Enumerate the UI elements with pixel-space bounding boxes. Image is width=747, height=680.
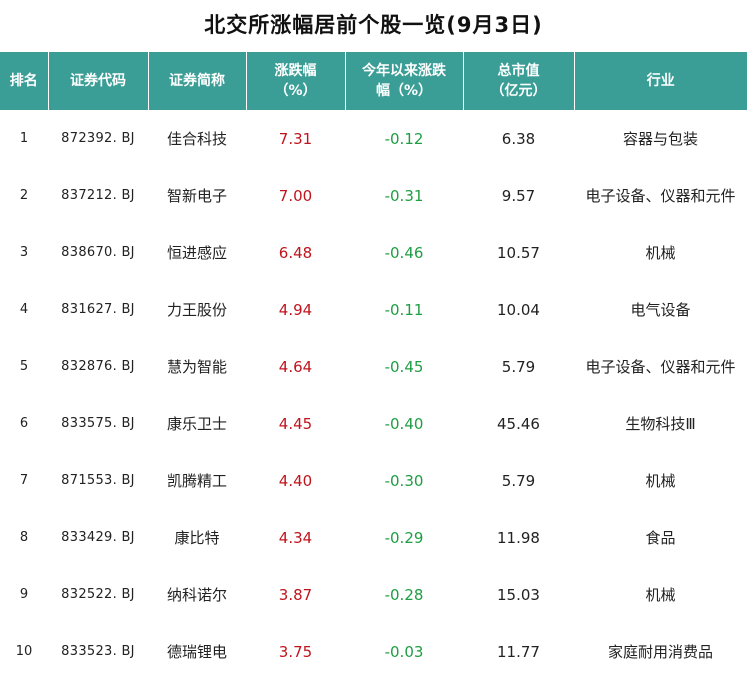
cell-ytd-change: -0.46: [384, 243, 424, 262]
cell-name: 力王股份: [166, 301, 227, 319]
cell-ytd-change: -0.03: [384, 642, 424, 661]
cell-change: 4.94: [278, 300, 313, 319]
cell-code: 832522. BJ: [61, 587, 135, 602]
cell-industry: 生物科技Ⅲ: [625, 415, 696, 433]
cell-name: 恒进感应: [166, 244, 227, 262]
cell-market-cap: 11.77: [497, 642, 540, 661]
cell-rank: 5: [19, 359, 29, 374]
table-row: 5 832876. BJ 慧为智能 4.64 -0.45 5.79 电子设备、仪器和元件: [0, 338, 747, 395]
cell-ytd-change: -0.40: [384, 414, 424, 433]
cell-code: 837212. BJ: [61, 188, 135, 203]
table-row: 10 833523. BJ 德瑞锂电 3.75 -0.03 11.77 家庭耐用消费品: [0, 623, 747, 680]
cell-industry: 机械: [645, 244, 676, 262]
cell-rank: 6: [19, 416, 29, 431]
cell-change: 6.48: [278, 243, 313, 262]
cell-code: 831627. BJ: [61, 302, 135, 317]
cell-change: 3.75: [278, 642, 313, 661]
cell-code: 871553. BJ: [61, 473, 135, 488]
cell-industry: 容器与包装: [622, 130, 698, 148]
cell-name: 康比特: [174, 529, 220, 547]
cell-industry: 电气设备: [630, 301, 691, 319]
cell-change: 4.34: [278, 528, 313, 547]
cell-rank: 3: [19, 245, 29, 260]
cell-change: 4.40: [278, 471, 313, 490]
cell-market-cap: 11.98: [497, 528, 540, 547]
header-ytd-change: 今年以来涨跌 幅（%）: [345, 52, 464, 110]
table-row: 8 833429. BJ 康比特 4.34 -0.29 11.98 食品: [0, 509, 747, 566]
header-cap-line2: （亿元）: [490, 83, 547, 99]
table-row: 3 838670. BJ 恒进感应 6.48 -0.46 10.57 机械: [0, 224, 747, 281]
cell-code: 838670. BJ: [61, 245, 135, 260]
stock-table: 排名 证券代码 证券简称 涨跌幅 （%） 今年以来涨跌 幅（%） 总市值 （亿元…: [0, 52, 747, 680]
header-rank: 排名: [0, 52, 49, 110]
header-ytd-line1: 今年以来涨跌: [362, 63, 446, 79]
table-row: 7 871553. BJ 凯腾精工 4.40 -0.30 5.79 机械: [0, 452, 747, 509]
cell-ytd-change: -0.29: [384, 528, 424, 547]
cell-code: 832876. BJ: [61, 359, 135, 374]
cell-market-cap: 45.46: [497, 414, 540, 433]
cell-change: 4.64: [278, 357, 313, 376]
cell-name: 智新电子: [166, 187, 227, 205]
cell-ytd-change: -0.28: [384, 585, 424, 604]
cell-name: 德瑞锂电: [166, 643, 227, 661]
cell-ytd-change: -0.12: [384, 129, 424, 148]
cell-ytd-change: -0.45: [384, 357, 424, 376]
cell-code: 833429. BJ: [61, 530, 135, 545]
cell-name: 康乐卫士: [166, 415, 227, 433]
table-row: 2 837212. BJ 智新电子 7.00 -0.31 9.57 电子设备、仪器和元件: [0, 167, 747, 224]
cell-market-cap: 15.03: [497, 585, 540, 604]
cell-industry: 机械: [645, 472, 676, 490]
cell-market-cap: 10.57: [497, 243, 540, 262]
cell-code: 872392. BJ: [61, 131, 135, 146]
cell-change: 7.31: [278, 129, 313, 148]
cell-name: 慧为智能: [166, 358, 227, 376]
cell-rank: 1: [19, 131, 29, 146]
header-cap-line1: 总市值: [497, 63, 540, 79]
cell-industry: 电子设备、仪器和元件: [585, 187, 736, 205]
header-name: 证券简称: [148, 52, 247, 110]
cell-industry: 机械: [645, 586, 676, 604]
cell-market-cap: 5.79: [501, 357, 536, 376]
header-ytd-line2: 幅（%）: [375, 83, 433, 99]
header-change-line1: 涨跌幅: [274, 63, 317, 79]
cell-rank: 10: [15, 644, 33, 659]
cell-industry: 家庭耐用消费品: [607, 643, 713, 661]
cell-market-cap: 6.38: [501, 129, 536, 148]
cell-change: 7.00: [278, 186, 313, 205]
cell-market-cap: 10.04: [497, 300, 540, 319]
cell-market-cap: 9.57: [501, 186, 536, 205]
table-body: 1 872392. BJ 佳合科技 7.31 -0.12 6.38 容器与包装 2 837212…: [0, 110, 747, 680]
table-row: 4 831627. BJ 力王股份 4.94 -0.11 10.04 电气设备: [0, 281, 747, 338]
cell-code: 833575. BJ: [61, 416, 135, 431]
cell-industry: 电子设备、仪器和元件: [585, 358, 736, 376]
cell-name: 佳合科技: [166, 130, 227, 148]
table-row: 1 872392. BJ 佳合科技 7.31 -0.12 6.38 容器与包装: [0, 110, 747, 167]
cell-market-cap: 5.79: [501, 471, 536, 490]
header-change: 涨跌幅 （%）: [246, 52, 346, 110]
cell-industry: 食品: [645, 529, 676, 547]
cell-rank: 4: [19, 302, 29, 317]
header-market-cap: 总市值 （亿元）: [463, 52, 575, 110]
cell-name: 凯腾精工: [166, 472, 227, 490]
cell-ytd-change: -0.31: [384, 186, 424, 205]
cell-code: 833523. BJ: [61, 644, 135, 659]
header-industry: 行业: [574, 52, 747, 110]
cell-rank: 2: [19, 188, 29, 203]
table-row: 9 832522. BJ 纳科诺尔 3.87 -0.28 15.03 机械: [0, 566, 747, 623]
header-change-line2: （%）: [274, 83, 317, 99]
header-row: 排名 证券代码 证券简称 涨跌幅 （%） 今年以来涨跌 幅（%） 总市值 （亿元…: [0, 52, 747, 110]
cell-change: 3.87: [278, 585, 313, 604]
page-title: 北交所涨幅居前个股一览(9月3日): [204, 13, 543, 37]
table-header: 排名 证券代码 证券简称 涨跌幅 （%） 今年以来涨跌 幅（%） 总市值 （亿元…: [0, 52, 747, 110]
header-code: 证券代码: [48, 52, 149, 110]
cell-rank: 9: [19, 587, 29, 602]
cell-ytd-change: -0.11: [384, 300, 424, 319]
cell-ytd-change: -0.30: [384, 471, 424, 490]
cell-name: 纳科诺尔: [166, 586, 227, 604]
cell-rank: 8: [19, 530, 29, 545]
cell-rank: 7: [19, 473, 29, 488]
table-row: 6 833575. BJ 康乐卫士 4.45 -0.40 45.46 生物科技Ⅲ: [0, 395, 747, 452]
cell-change: 4.45: [278, 414, 313, 433]
